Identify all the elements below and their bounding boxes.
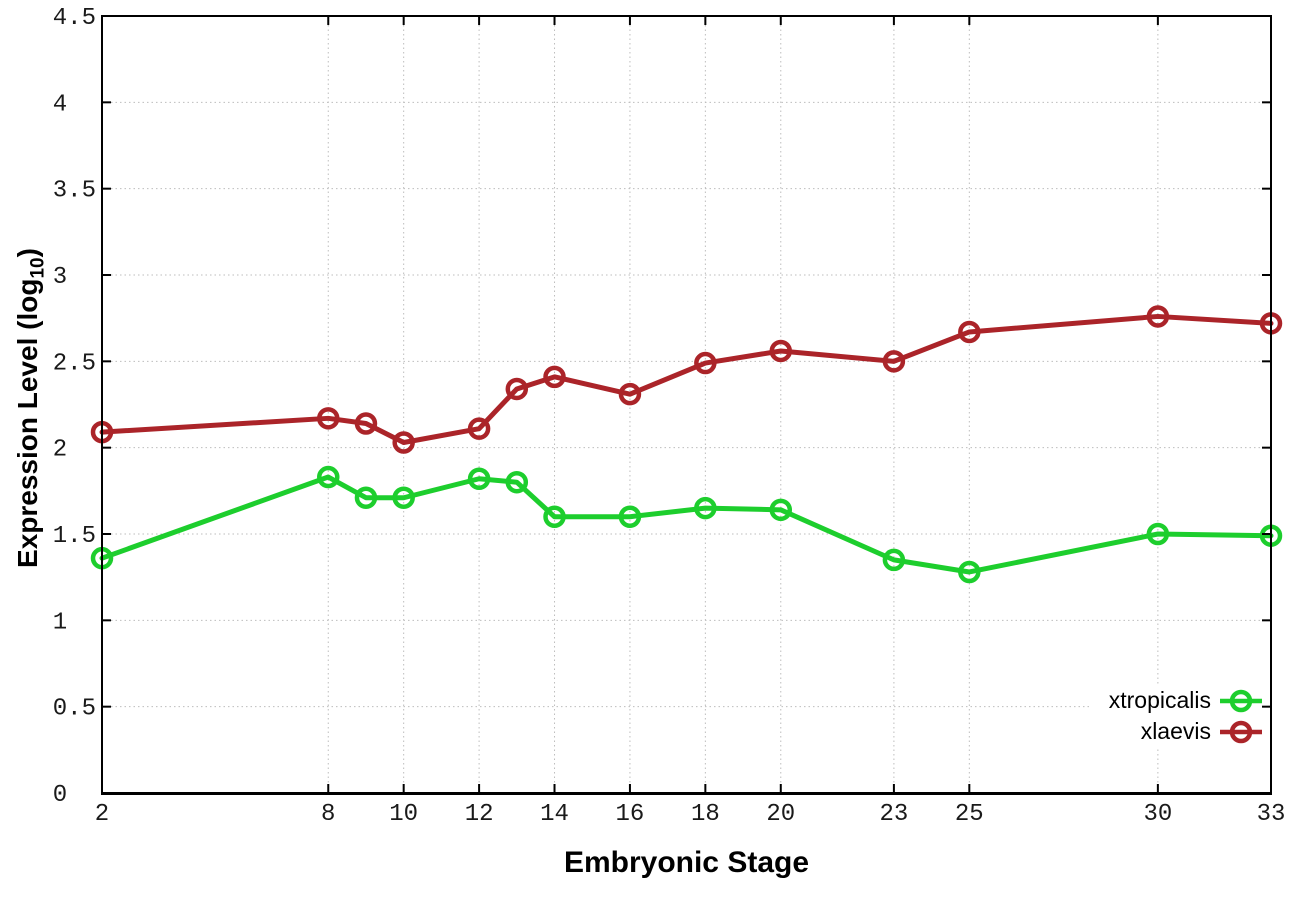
data-point-xlaevis-stage-25 — [958, 320, 981, 344]
x-tick-label-25: 25 — [955, 801, 984, 828]
data-point-xlaevis-stage-20 — [769, 339, 793, 363]
y-axis-label-text: Expression Level (log — [12, 278, 43, 568]
x-tick-label-10: 10 — [389, 801, 418, 828]
y-tick-label-2: 2 — [53, 437, 96, 464]
series-line-xtropicalis — [99, 474, 1274, 575]
data-point-xtropicalis-stage-14 — [543, 505, 566, 528]
data-point-xlaevis-stage-23 — [882, 350, 906, 373]
data-point-xlaevis-stage-30 — [1146, 305, 1170, 328]
data-point-xlaevis-stage-14 — [543, 365, 566, 389]
data-point-xlaevis-stage-16 — [618, 382, 642, 406]
y-axis-label-suffix: ) — [12, 248, 43, 258]
data-point-xtropicalis-stage-18 — [694, 496, 717, 520]
data-point-xlaevis-stage-8 — [317, 407, 340, 430]
data-point-xtropicalis-stage-30 — [1146, 522, 1170, 546]
data-point-xtropicalis-stage-13 — [505, 470, 529, 494]
y-axis-label: Expression Level (log10) — [8, 228, 49, 588]
x-tick-label-23: 23 — [879, 801, 908, 828]
tick-marks — [101, 15, 1272, 794]
series-line-xlaevis — [99, 313, 1274, 445]
y-tick-label-0.5: 0.5 — [53, 696, 96, 723]
data-point-xtropicalis-stage-12 — [467, 467, 491, 490]
data-point-xlaevis-stage-9 — [354, 412, 378, 435]
y-tick-label-0: 0 — [53, 782, 96, 809]
x-tick-label-12: 12 — [465, 801, 494, 828]
y-tick-label-3: 3 — [53, 264, 96, 291]
data-point-xtropicalis-stage-9 — [354, 486, 378, 509]
legend: xtropicalis xlaevis — [1090, 684, 1262, 748]
x-tick-label-33: 33 — [1257, 801, 1286, 828]
y-tick-label-2.5: 2.5 — [53, 350, 96, 377]
data-point-xlaevis-stage-18 — [694, 351, 717, 375]
legend-marker-xlaevis — [1220, 720, 1262, 743]
series-xtropicalis — [90, 465, 1283, 584]
x-tick-label-14: 14 — [540, 801, 569, 828]
y-tick-labels: 0 0.5 1 1.5 2 2.5 3 3.5 4 4.5 — [53, 5, 96, 809]
x-tick-labels: 2 8 10 12 14 16 18 20 23 25 30 33 — [95, 801, 1286, 828]
y-tick-label-3.5: 3.5 — [53, 178, 96, 205]
x-tick-label-18: 18 — [691, 801, 720, 828]
x-tick-label-30: 30 — [1143, 801, 1172, 828]
data-point-xtropicalis-stage-25 — [958, 560, 981, 584]
x-tick-label-2: 2 — [95, 801, 109, 828]
data-point-xtropicalis-stage-16 — [618, 505, 642, 528]
series-xlaevis — [90, 305, 1283, 454]
data-point-xtropicalis-stage-10 — [392, 486, 415, 509]
x-tick-label-16: 16 — [616, 801, 645, 828]
legend-label-xtropicalis: xtropicalis — [1108, 687, 1211, 713]
data-point-xtropicalis-stage-23 — [882, 548, 906, 572]
x-tick-label-8: 8 — [321, 801, 335, 828]
y-tick-label-1: 1 — [53, 609, 96, 636]
legend-item-xlaevis: xlaevis — [1109, 716, 1262, 747]
data-point-xtropicalis-stage-8 — [317, 465, 340, 489]
data-point-xlaevis-stage-10 — [392, 431, 415, 454]
y-tick-label-4: 4 — [53, 91, 96, 118]
x-axis-label: Embryonic Stage — [563, 846, 810, 879]
plot-border — [101, 15, 1272, 795]
data-point-xlaevis-stage-12 — [467, 417, 491, 440]
legend-item-xtropicalis: xtropicalis — [1109, 685, 1262, 716]
gridlines — [102, 16, 1271, 793]
y-tick-label-1.5: 1.5 — [53, 523, 96, 550]
x-tick-label-20: 20 — [766, 801, 795, 828]
y-axis-label-subscript: 10 — [27, 257, 49, 279]
legend-label-xlaevis: xlaevis — [1140, 718, 1211, 744]
y-tick-label-4.5: 4.5 — [53, 5, 96, 32]
data-point-xtropicalis-stage-20 — [769, 498, 793, 522]
legend-marker-xtropicalis — [1220, 689, 1262, 712]
data-point-xlaevis-stage-13 — [505, 377, 529, 401]
